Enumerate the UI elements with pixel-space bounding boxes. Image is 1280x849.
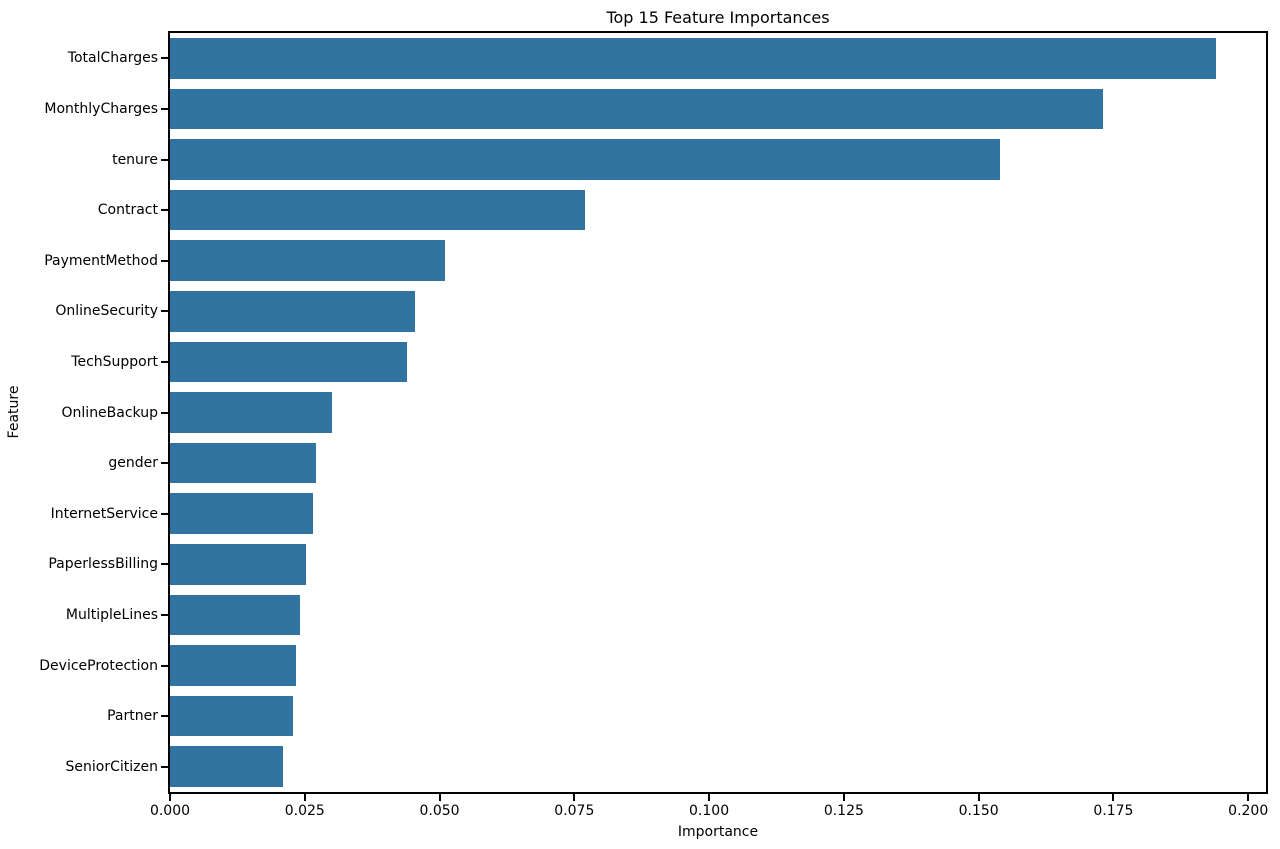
x-axis-label: Importance [677, 824, 759, 840]
y-tick-label-tenure: tenure [112, 151, 158, 168]
y-tick-mark [161, 512, 168, 515]
y-tick-label-gender: gender [108, 455, 158, 472]
bar-MultipleLines [170, 594, 300, 636]
y-tick-label-PaperlessBilling: PaperlessBilling [48, 556, 158, 573]
bar-DeviceProtection [170, 645, 297, 686]
y-tick-mark [161, 411, 168, 414]
x-tick-mark [708, 794, 711, 801]
y-tick-label-InternetService: InternetService [50, 505, 158, 522]
bar-PaymentMethod [170, 240, 445, 281]
x-tick-mark [573, 794, 576, 801]
x-tick-label-0.125: 0.125 [823, 803, 864, 819]
bar-OnlineSecurity [170, 291, 416, 332]
y-tick-mark [161, 158, 168, 161]
y-tick-mark [161, 462, 168, 465]
bar-gender [170, 442, 316, 484]
y-tick-mark [161, 360, 168, 363]
x-tick-mark [1247, 794, 1250, 801]
x-tick-mark [303, 794, 306, 801]
plot-area [168, 31, 1268, 794]
bar-Partner [170, 695, 294, 737]
y-tick-label-PaymentMethod: PaymentMethod [44, 252, 158, 269]
y-tick-mark [161, 563, 168, 566]
bar-SeniorCitizen [170, 746, 284, 787]
y-tick-label-DeviceProtection: DeviceProtection [39, 657, 158, 674]
y-tick-label-MonthlyCharges: MonthlyCharges [44, 100, 158, 117]
y-tick-mark [161, 57, 168, 60]
x-tick-label-0.150: 0.150 [958, 803, 999, 819]
y-tick-mark [161, 613, 168, 616]
bar-tenure [170, 139, 1001, 180]
x-tick-label-0.025: 0.025 [284, 803, 325, 819]
y-tick-label-TotalCharges: TotalCharges [67, 50, 158, 67]
x-tick-label-0.050: 0.050 [419, 803, 460, 819]
x-tick-mark [977, 794, 980, 801]
x-tick-mark [1112, 794, 1115, 801]
y-tick-label-OnlineSecurity: OnlineSecurity [55, 303, 158, 320]
bar-InternetService [170, 493, 313, 534]
y-tick-label-MultipleLines: MultipleLines [65, 606, 158, 623]
y-tick-mark [161, 209, 168, 212]
x-tick-label-0.075: 0.075 [554, 803, 595, 819]
y-tick-label-OnlineBackup: OnlineBackup [61, 404, 158, 421]
bar-Contract [170, 189, 586, 231]
x-tick-mark [842, 794, 845, 801]
bar-PaperlessBilling [170, 544, 307, 585]
x-tick-mark [169, 794, 171, 801]
y-tick-mark [161, 715, 168, 718]
y-tick-label-Contract: Contract [97, 202, 158, 219]
x-tick-mark [438, 794, 441, 801]
y-axis-label: Feature [6, 385, 22, 439]
y-tick-mark [161, 107, 168, 110]
y-tick-label-Partner: Partner [107, 708, 158, 725]
y-tick-label-TechSupport: TechSupport [71, 353, 158, 370]
bar-TotalCharges [170, 38, 1216, 79]
x-tick-label-0.200: 0.200 [1228, 803, 1269, 819]
x-tick-label-0.175: 0.175 [1093, 803, 1134, 819]
bar-MonthlyCharges [170, 88, 1103, 130]
y-tick-mark [161, 765, 168, 768]
bar-TechSupport [170, 341, 408, 383]
x-tick-label-0.100: 0.100 [689, 803, 730, 819]
x-tick-label-0.000: 0.000 [149, 803, 191, 819]
y-tick-mark [161, 310, 168, 313]
chart-title: Top 15 Feature Importances [606, 8, 830, 27]
y-tick-mark [161, 259, 168, 262]
y-tick-mark [161, 664, 168, 667]
y-tick-label-SeniorCitizen: SeniorCitizen [65, 758, 158, 775]
bar-OnlineBackup [170, 392, 332, 433]
